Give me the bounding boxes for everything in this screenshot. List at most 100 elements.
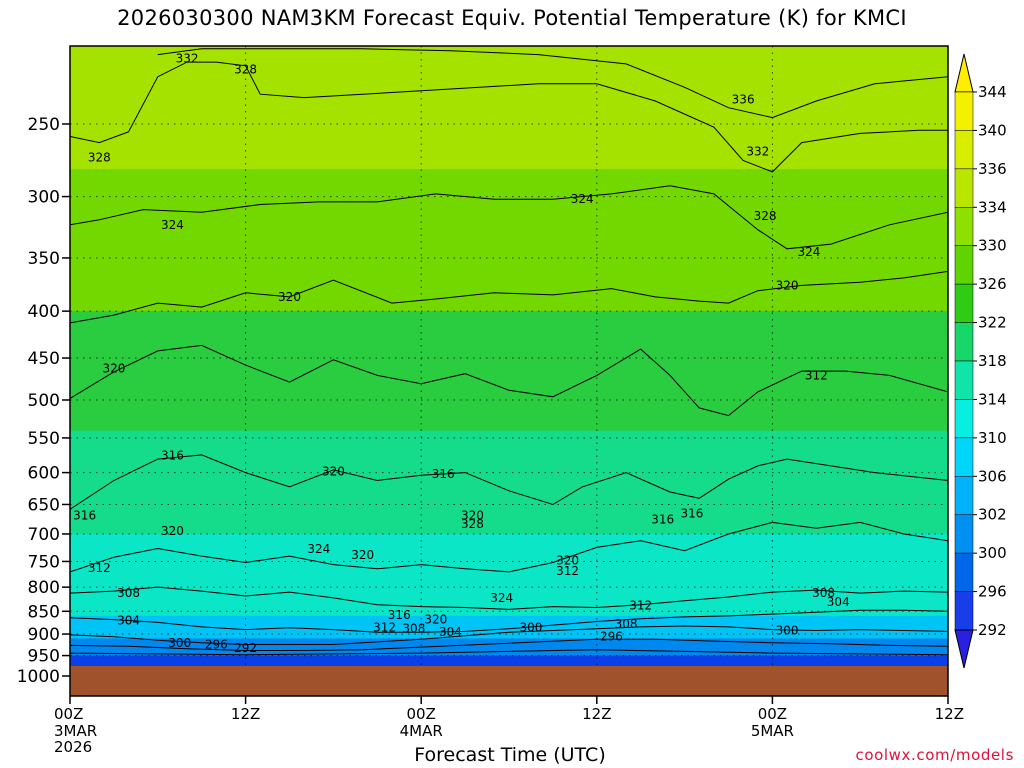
contour-label: 328 — [88, 151, 111, 165]
contour-label: 304 — [827, 595, 850, 609]
contour-line-316 — [70, 344, 948, 417]
contour-label: 308 — [402, 622, 425, 636]
y-tick-label: 350 — [28, 249, 60, 269]
contour-label: 304 — [439, 625, 462, 639]
contour-label: 320 — [322, 464, 345, 478]
contour-label: 320 — [776, 278, 799, 292]
colorbar-swatch — [954, 360, 974, 400]
y-tick-label: 750 — [28, 552, 60, 572]
y-tick-label: 700 — [28, 525, 60, 545]
contour-label: 320 — [424, 613, 447, 627]
contour-label: 316 — [388, 608, 411, 622]
contour-label: 320 — [278, 290, 301, 304]
colorbar-swatch — [954, 207, 974, 246]
colorbar-label: 318 — [978, 352, 1007, 370]
x-tick-label: 00Z — [407, 705, 436, 723]
contour-line-292 — [70, 649, 948, 656]
x-tick-label: 00Z — [758, 705, 787, 723]
colorbar-top-arrow — [954, 53, 974, 93]
contour-label: 332 — [176, 51, 199, 65]
contour-line-300 — [70, 625, 948, 645]
contour-label: 316 — [432, 467, 455, 481]
y-tick-label: 450 — [28, 349, 60, 369]
contour-label: 324 — [161, 218, 184, 232]
contour-label: 324 — [798, 245, 821, 259]
contour-label: 312 — [629, 599, 652, 613]
contour-label: 312 — [556, 564, 579, 578]
colorbar-swatch — [954, 130, 974, 170]
colorbar-swatch — [954, 476, 974, 515]
contour-label: 296 — [600, 630, 623, 644]
contour-line-312 — [70, 521, 948, 573]
contour-label: 316 — [73, 508, 96, 522]
colorbar-label: 306 — [978, 467, 1007, 485]
y-tick-label: 850 — [28, 602, 60, 622]
colorbar-label: 300 — [978, 544, 1007, 562]
y-tick-label: 300 — [28, 188, 60, 208]
fill-band-4 — [70, 533, 948, 617]
x-tick-sublabel: 5MAR — [751, 722, 794, 740]
colorbar-swatch — [954, 514, 974, 554]
colorbar-bottom-arrow — [954, 629, 974, 669]
contour-label: 308 — [812, 586, 835, 600]
contour-label: 312 — [805, 368, 828, 382]
y-tick-label: 1000 — [17, 667, 60, 687]
x-tick-label: 12Z — [231, 705, 260, 723]
contour-label: 312 — [88, 561, 111, 575]
colorbar-swatch — [954, 399, 974, 439]
colorbar-label: 302 — [978, 506, 1007, 524]
contour-label: 316 — [680, 507, 703, 521]
y-tick-label: 500 — [28, 391, 60, 411]
colorbar-label: 322 — [978, 314, 1007, 332]
colorbar-label: 296 — [978, 583, 1007, 601]
colorbar-label: 330 — [978, 237, 1007, 255]
x-tick-sublabel: 2026 — [54, 738, 92, 756]
contour-label: 320 — [351, 548, 374, 562]
contour-label: 328 — [234, 62, 257, 76]
contour-label: 296 — [205, 638, 228, 652]
colorbar-swatch — [954, 283, 974, 323]
contour-label: 316 — [161, 449, 184, 463]
fill-layer — [70, 46, 948, 666]
colorbar-swatch — [954, 245, 974, 285]
fill-band-1 — [70, 169, 948, 313]
colorbar-label: 314 — [978, 390, 1007, 408]
y-tick-label: 950 — [28, 647, 60, 667]
y-tick-label: 600 — [28, 464, 60, 484]
colorbar-swatch — [954, 322, 974, 362]
contour-label: 324 — [490, 591, 513, 605]
y-tick-label: 250 — [28, 115, 60, 135]
contour-label: 332 — [746, 145, 769, 159]
contour-line-296 — [70, 638, 948, 651]
fill-band-0 — [70, 46, 948, 171]
contour-label: 324 — [571, 192, 594, 206]
colorbar-label: 340 — [978, 121, 1007, 139]
colorbar-swatch — [954, 91, 974, 131]
fill-band-3 — [70, 430, 948, 535]
y-tick-label: 650 — [28, 495, 60, 515]
y-tick-label: 400 — [28, 302, 60, 322]
colorbar-swatch — [954, 552, 974, 592]
ground-surface — [70, 666, 948, 696]
credit-link[interactable]: coolwx.com/models — [855, 746, 1014, 764]
y-axis: 250 300 350 400 450 500 550 600 650 700 750 800 850 9… — [17, 115, 70, 687]
colorbar-label: 326 — [978, 275, 1007, 293]
contour-label: 336 — [732, 92, 755, 106]
contour-label: 328 — [754, 209, 777, 223]
x-tick-label: 00Z — [54, 705, 83, 723]
contour-label: 320 — [556, 553, 579, 567]
contour-label: 324 — [307, 542, 330, 556]
contour-label: 300 — [519, 620, 542, 634]
colorbar-swatch — [954, 437, 974, 477]
colorbar-label: 310 — [978, 429, 1007, 447]
contour-line-324 — [70, 185, 948, 250]
fill-band-5 — [70, 615, 948, 640]
y-tick-label: 800 — [28, 578, 60, 598]
plot-frame — [69, 45, 949, 697]
contour-label: 320 — [102, 362, 125, 376]
contour-label: 308 — [117, 586, 140, 600]
contour-label: 316 — [651, 512, 674, 526]
